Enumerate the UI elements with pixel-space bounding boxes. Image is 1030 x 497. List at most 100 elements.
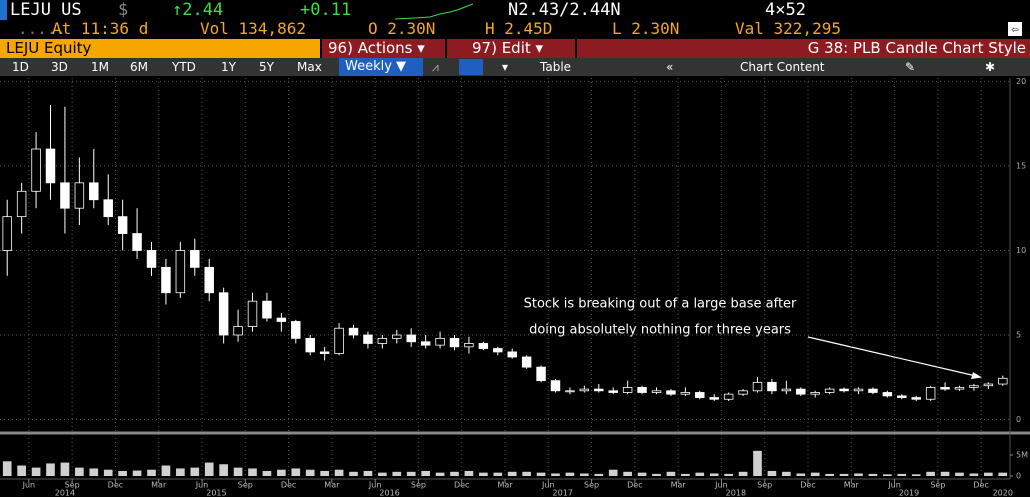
actions-label[interactable]: 96) Actions ▾ [328,39,425,57]
candle-body [680,392,691,395]
candle-body [117,216,128,234]
candle-body [969,385,979,388]
x-tick-label: Mar [671,481,687,490]
volume-bar [767,470,777,476]
x-tick-label: Dec [973,481,988,490]
range-button[interactable]: 1D [12,60,29,74]
candle-body [435,337,445,346]
x-year-label: 2016 [379,489,399,497]
volume-bar [883,474,892,476]
candle-body [449,337,460,348]
frequency-label[interactable]: Weekly ▼ [345,59,407,74]
candle-body [810,392,820,395]
candle-body [74,182,85,209]
volume-bar [75,467,84,476]
volume-bar [176,468,185,476]
candle-body [998,377,1008,385]
volume-bar [320,470,329,476]
candle-icon[interactable] [459,59,483,75]
value: Val 322,295 [735,19,841,38]
volume-bar [435,472,445,476]
candle-body [622,387,633,393]
change: +0.11 [300,0,352,20]
candle-body [868,388,878,393]
volume-bar [839,473,849,476]
actions-button[interactable] [322,39,445,58]
volume-bar [60,462,70,476]
volume-bar [349,471,358,476]
candle-body [507,351,517,358]
x-tick-label: Sep [584,481,599,490]
dropdown-icon[interactable]: ▾ [502,60,509,74]
edit-button[interactable] [447,39,575,58]
frequency-button[interactable] [339,58,423,76]
volume-bar [464,470,474,476]
candle-body [406,334,416,343]
volume-bar [305,469,315,476]
volume-bar [147,469,156,476]
y-tick-label: 10 [1016,246,1026,255]
y-tick-label: 15 [1016,161,1026,170]
volume: Vol 134,862 [200,19,306,38]
exit-icon[interactable]: ⇦ [1008,22,1022,36]
range-button[interactable]: Max [297,60,322,74]
line-icon[interactable]: ⩘ [432,60,439,74]
x-tick-label: Jun [887,481,901,490]
volume-bar [724,473,733,476]
candle-body [521,356,532,368]
ticker: LEJU US [10,0,82,20]
candle-body [305,337,315,353]
volume-bar [652,473,661,476]
settings-icon[interactable]: ✱ [985,60,996,74]
volume-bar [363,470,373,476]
candle-body [824,388,835,393]
annotation: Stock is breaking out of a large base af… [524,297,797,312]
volume-bar [421,470,430,476]
volume-bar [493,472,503,476]
volume-bar [911,474,921,476]
edit-label[interactable]: 97) Edit ▾ [472,39,544,57]
volume-bar [854,473,863,476]
volume-bar [161,465,171,476]
chart-content-button[interactable]: Chart Content [740,60,825,74]
volume-bar [608,469,618,476]
time: At 11:36 d [52,19,149,38]
volume-tick-label: 0 [1016,472,1021,481]
range-button[interactable]: YTD [172,60,196,74]
volume-bar [277,469,286,476]
range-button[interactable]: 1Y [221,60,236,74]
volume-bar [89,468,99,476]
volume-bar [897,473,907,476]
volume-bar [637,472,647,476]
function-bar [577,39,1030,58]
sparkline [395,3,474,20]
range-button[interactable]: 3D [51,60,68,74]
candle-body [983,383,994,387]
function-label: G 38: PLB Candle Chart Style [807,39,1026,57]
range-button[interactable]: 6M [130,60,148,74]
volume-bar [984,472,993,476]
candle-body [493,348,503,353]
volume-bar [17,465,26,476]
volume-bar [782,471,791,476]
x-year-label: 2018 [726,489,746,497]
candle-body [262,300,272,319]
volume-bar [248,468,257,476]
volume-bar [825,473,834,476]
range-button[interactable]: 1M [91,60,109,74]
volume-bar [132,470,142,476]
collapse-icon[interactable]: « [666,60,674,74]
candle-body [853,388,864,392]
toolbar [0,58,1030,76]
candle-body [31,148,41,192]
x-tick-label: Jun [714,481,728,490]
range-button[interactable]: 5Y [259,60,274,74]
volume-bar [969,473,979,476]
y-tick-label: 20 [1016,77,1026,86]
volume-bar [810,472,820,476]
edit-icon[interactable]: ✎ [905,60,916,74]
table-button[interactable]: Table [540,60,572,74]
sparkline-path [395,3,474,20]
candle-body [925,387,936,400]
